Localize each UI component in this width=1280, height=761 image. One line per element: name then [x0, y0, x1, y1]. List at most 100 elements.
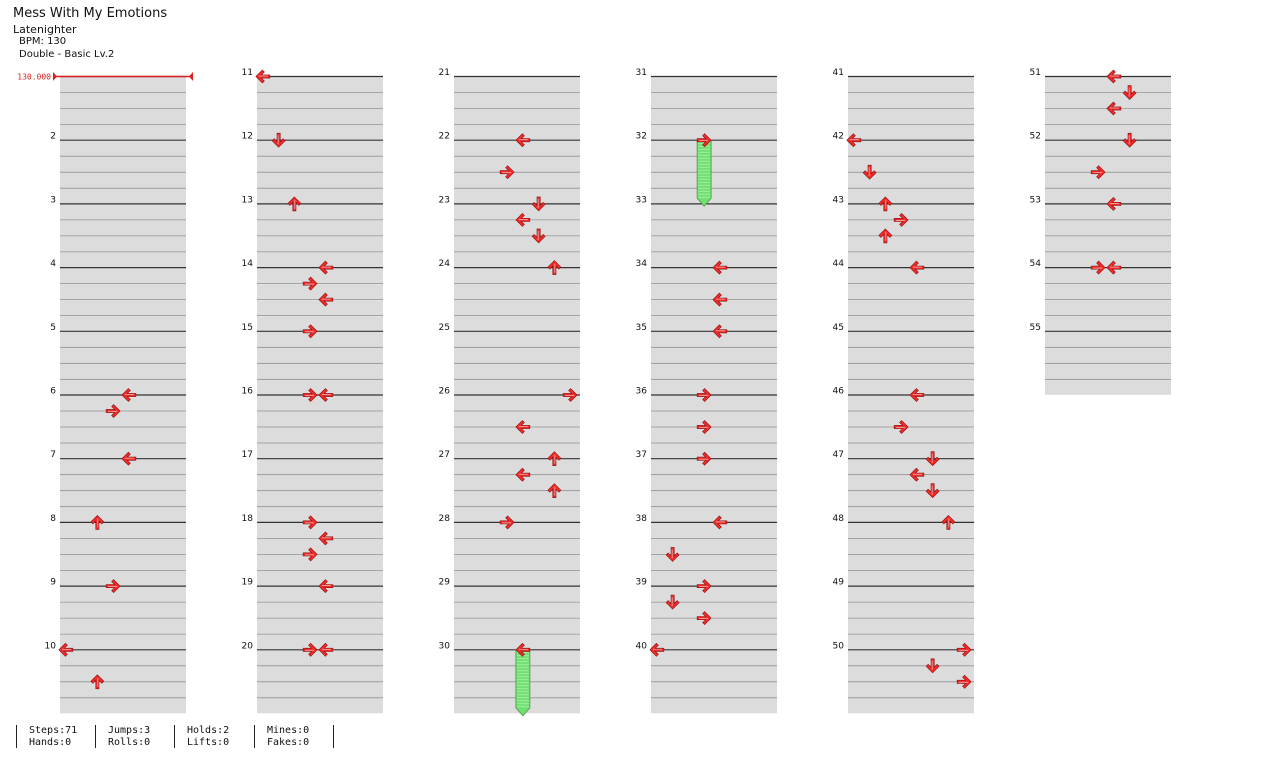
beat-band: [454, 109, 580, 124]
beat-band: [60, 140, 186, 156]
arrow-down-icon: [1122, 132, 1137, 148]
measure-number: 15: [242, 323, 253, 333]
beat-band: [651, 284, 777, 300]
beat-band: [651, 459, 777, 475]
beat-band: [257, 395, 383, 411]
measure-number: 48: [833, 514, 845, 524]
beat-band: [454, 491, 580, 507]
beat-band: [1045, 236, 1171, 252]
beat-band: [454, 347, 580, 363]
arrow-left-icon: [909, 467, 925, 482]
beat-band: [454, 522, 580, 538]
measure-number: 39: [636, 578, 648, 588]
beat-band: [454, 172, 580, 188]
measure-number: 17: [242, 450, 253, 460]
beat-band: [651, 570, 777, 586]
beat-band: [848, 220, 974, 236]
beat-band: [454, 204, 580, 220]
beat-band: [454, 363, 580, 379]
arrow-left-icon: [58, 642, 74, 657]
stat-hands: Hands:0: [29, 737, 72, 748]
beat-band: [1045, 204, 1171, 220]
beat-band: [848, 77, 974, 92]
beat-band: [454, 475, 580, 491]
beat-band: [454, 268, 580, 284]
beat-band: [257, 188, 383, 204]
arrow-down-icon: [531, 196, 546, 212]
arrow-left-icon: [712, 260, 728, 275]
beat-band: [848, 363, 974, 379]
beat-band: [257, 284, 383, 300]
beat-band: [1045, 379, 1171, 395]
beat-band: [60, 347, 186, 363]
beat-band: [651, 188, 777, 204]
arrow-right-icon: [893, 212, 909, 227]
beat-band: [651, 172, 777, 188]
hold-note: [696, 139, 712, 207]
beat-band: [257, 698, 383, 714]
beat-band: [257, 300, 383, 316]
beat-band: [60, 570, 186, 586]
beat-band: [1045, 347, 1171, 363]
beat-band: [848, 188, 974, 204]
arrow-down-icon: [531, 228, 546, 244]
beat-band: [257, 379, 383, 395]
song-bpm: BPM: 130: [19, 36, 67, 47]
beat-band: [60, 427, 186, 443]
measure-number: 18: [242, 514, 254, 524]
beat-band: [651, 140, 777, 156]
beat-band: [60, 475, 186, 491]
measure-number: 40: [636, 641, 648, 651]
beat-band: [848, 156, 974, 172]
beat-band: [60, 284, 186, 300]
beat-band: [60, 268, 186, 284]
arrow-down-icon: [925, 483, 940, 499]
beat-band: [651, 443, 777, 459]
measure-number: 14: [242, 259, 254, 269]
beat-band: [848, 491, 974, 507]
measure-number: 35: [636, 323, 647, 333]
arrow-left-icon: [515, 642, 531, 657]
beat-band: [257, 204, 383, 220]
measure-number: 9: [50, 578, 56, 588]
beat-band: [651, 507, 777, 523]
beat-band: [651, 682, 777, 698]
arrow-left-icon: [318, 388, 334, 402]
arrow-up-icon: [287, 196, 302, 212]
measure-number: 24: [439, 259, 451, 269]
beat-band: [651, 236, 777, 252]
beat-band: [1045, 93, 1171, 108]
beat-band: [848, 650, 974, 666]
measure-number: 5: [50, 323, 56, 333]
stats-separator: [95, 725, 96, 748]
measure-number: 44: [833, 259, 845, 269]
beat-band: [848, 459, 974, 475]
arrow-down-icon: [925, 658, 940, 674]
arrow-right-icon: [1090, 260, 1106, 275]
beat-band: [257, 236, 383, 252]
measure-number: 37: [636, 450, 647, 460]
beat-band: [1045, 125, 1171, 140]
arrow-left-icon: [649, 642, 665, 657]
beat-band: [848, 507, 974, 523]
beat-band: [651, 491, 777, 507]
beat-band: [651, 93, 777, 108]
measure-number: 38: [636, 514, 648, 524]
beat-band: [60, 650, 186, 666]
beat-band: [651, 538, 777, 554]
arrow-right-icon: [956, 674, 972, 689]
measure-number: 16: [242, 387, 254, 397]
beat-band: [848, 236, 974, 252]
beat-band: [651, 395, 777, 411]
arrow-left-icon: [1106, 196, 1122, 211]
beat-band: [848, 570, 974, 586]
beat-band: [848, 93, 974, 108]
beat-band: [454, 554, 580, 570]
beat-band: [651, 109, 777, 124]
beat-band: [651, 331, 777, 347]
arrow-right-icon: [696, 420, 712, 434]
beat-band: [651, 411, 777, 427]
measure-number: 4: [50, 259, 56, 269]
beat-band: [60, 300, 186, 316]
